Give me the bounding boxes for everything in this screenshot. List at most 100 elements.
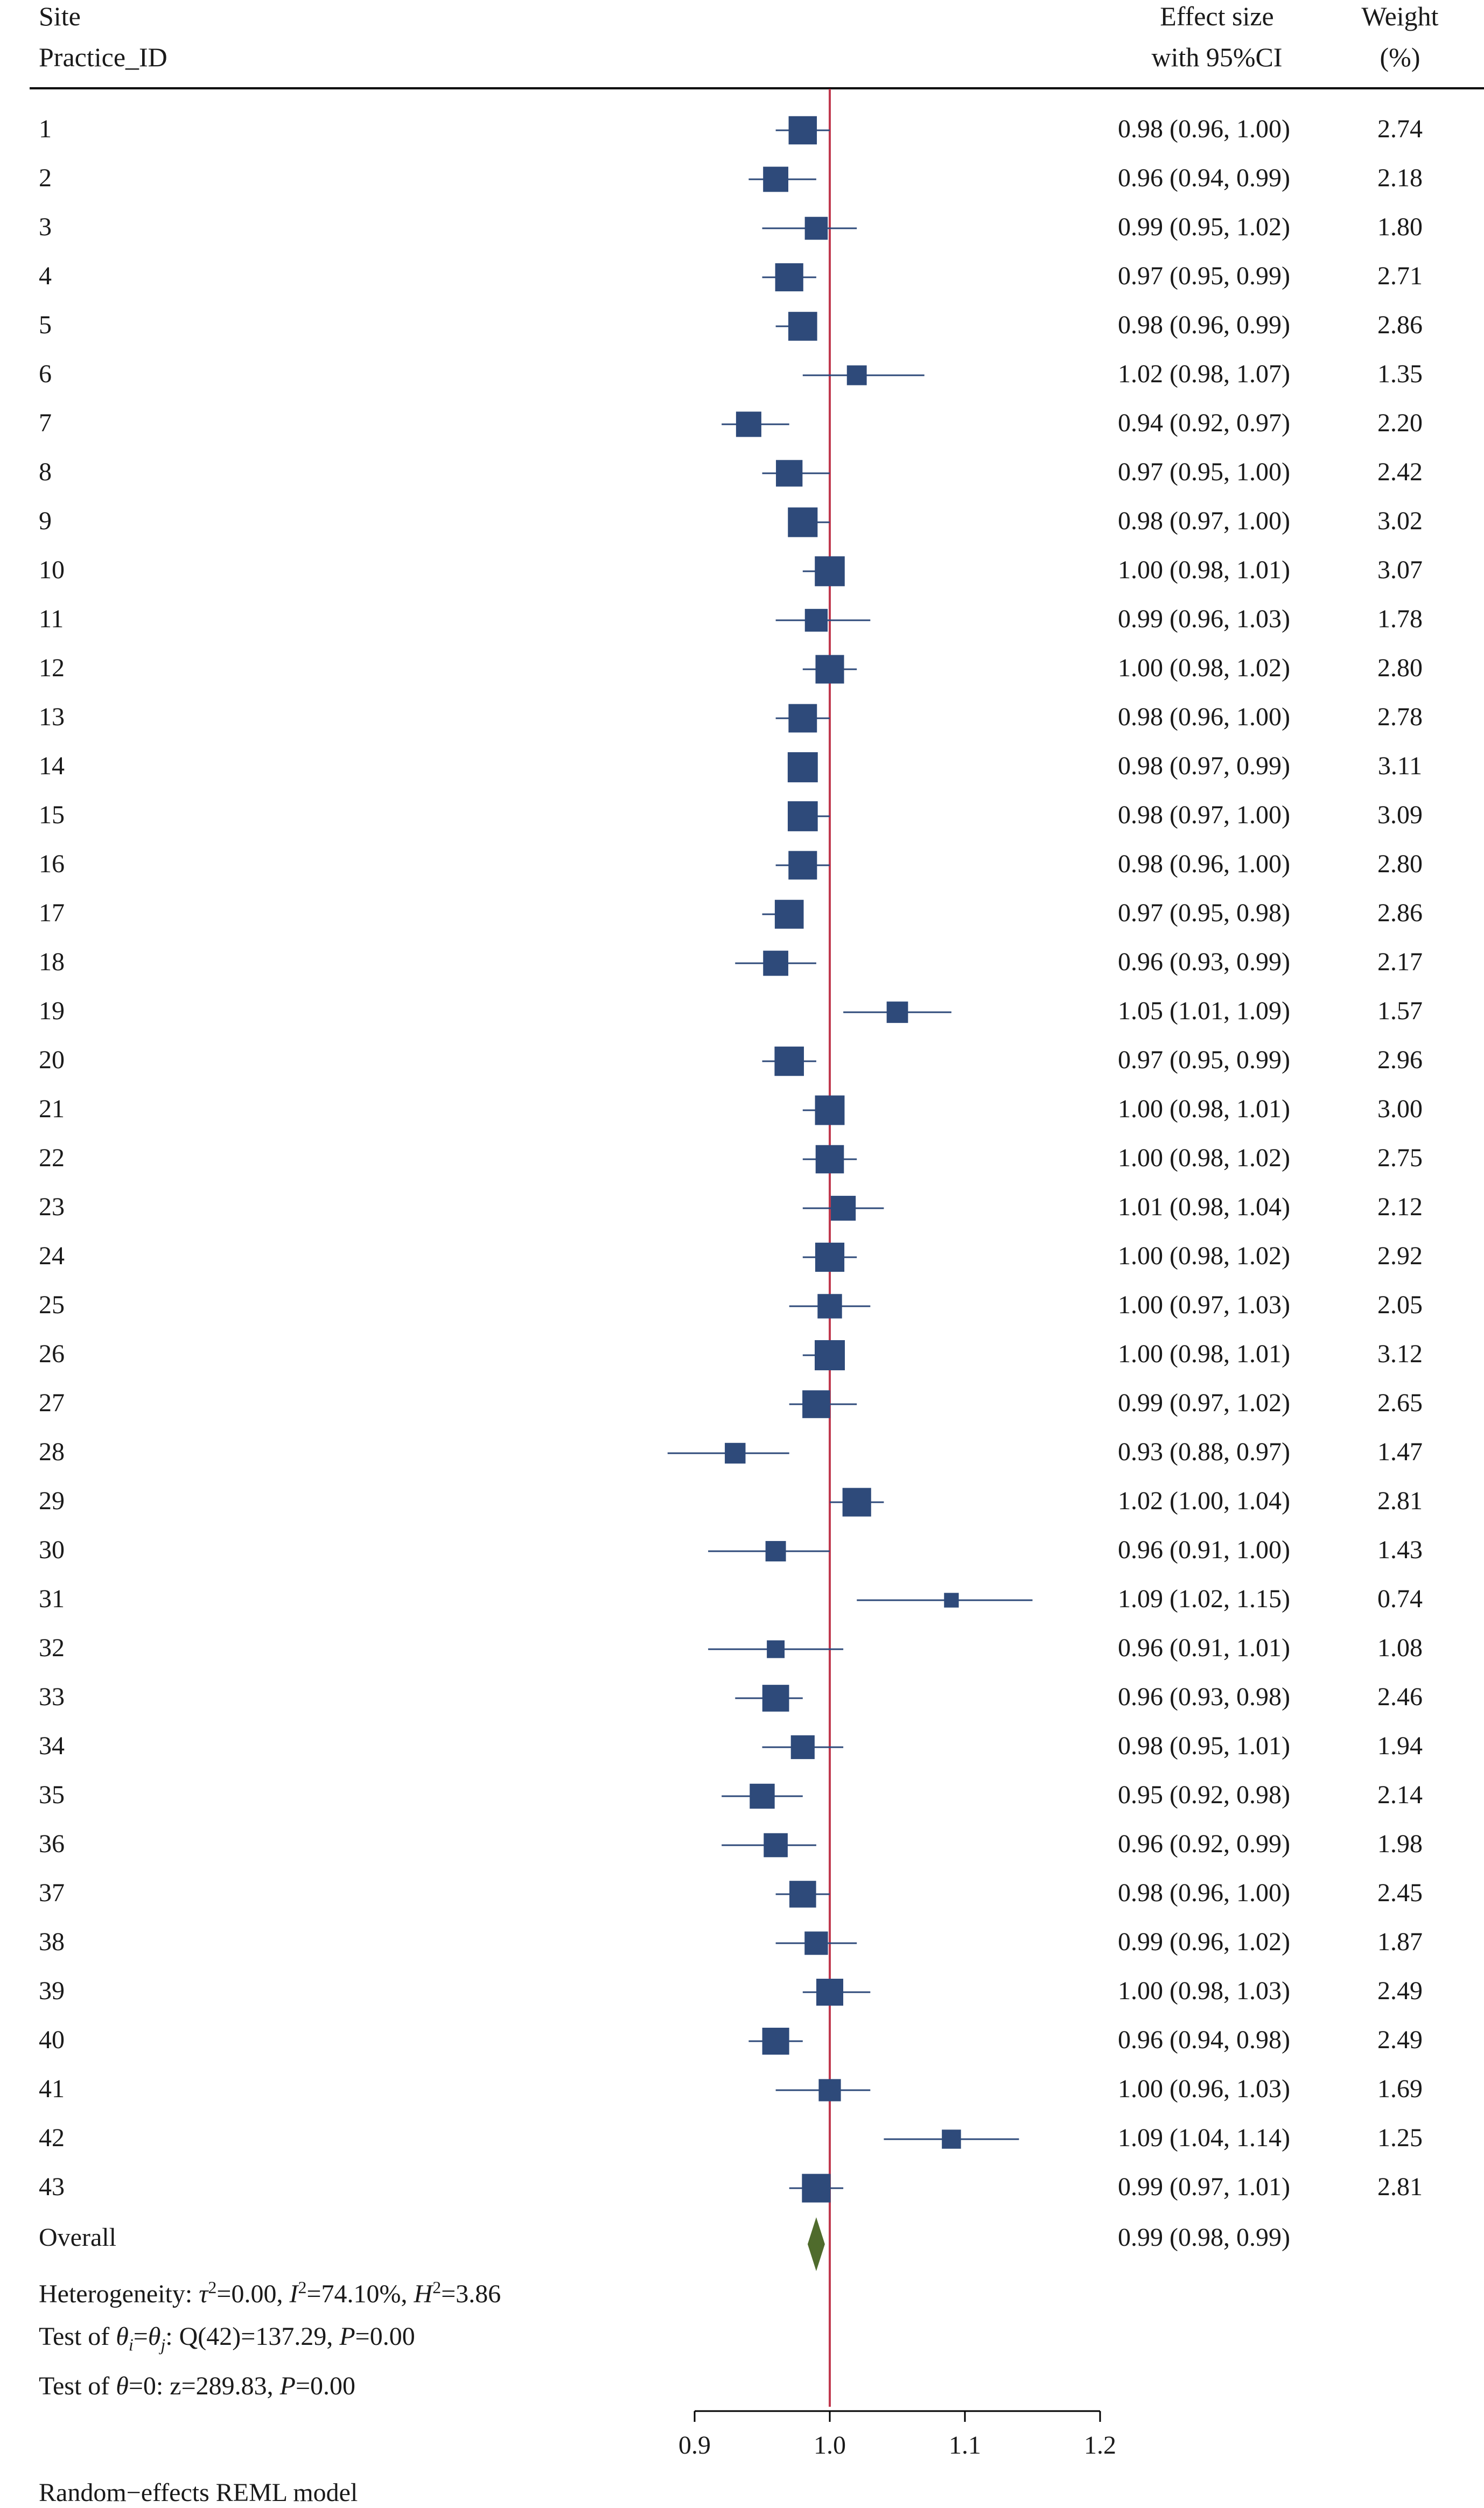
effect-marker-42: [942, 2129, 961, 2149]
weight-label-18: 2.17: [1377, 948, 1423, 976]
site-id-21: 21: [39, 1095, 65, 1123]
col-header-effect-size: Effect size: [1160, 1, 1274, 31]
effect-size-label-27: 0.99 (0.97, 1.02): [1118, 1389, 1290, 1417]
weight-label-13: 2.78: [1377, 703, 1423, 731]
site-id-32: 32: [39, 1634, 65, 1662]
site-id-20: 20: [39, 1046, 65, 1074]
effect-size-label-14: 0.98 (0.97, 0.99): [1118, 752, 1290, 780]
p-symbol: P: [339, 2322, 355, 2351]
weight-label-34: 1.94: [1377, 1732, 1423, 1760]
site-id-37: 37: [39, 1879, 65, 1907]
site-id-23: 23: [39, 1193, 65, 1221]
effect-marker-41: [818, 2079, 841, 2101]
weight-label-23: 2.12: [1377, 1193, 1423, 1221]
col-header-practice-id: Practice_ID: [39, 42, 167, 72]
tau-value: =0.00,: [216, 2280, 290, 2308]
effect-marker-34: [790, 1735, 815, 1760]
model-note: Random−effects REML model: [39, 2478, 358, 2507]
effect-size-label-31: 1.09 (1.02, 1.15): [1118, 1585, 1290, 1613]
effect-marker-26: [815, 1340, 845, 1370]
x-tick-label-0.9: 0.9: [678, 2431, 711, 2460]
site-id-38: 38: [39, 1928, 65, 1956]
weight-label-39: 2.49: [1377, 1977, 1423, 2005]
weight-label-7: 2.20: [1377, 409, 1423, 437]
i-value: =74.10%,: [306, 2280, 414, 2308]
effect-size-label-3: 0.99 (0.95, 1.02): [1118, 213, 1290, 241]
effect-size-label-28: 0.93 (0.88, 0.97): [1118, 1438, 1290, 1466]
site-id-40: 40: [39, 2026, 65, 2054]
weight-label-24: 2.92: [1377, 1242, 1423, 1270]
heterogeneity-note: Heterogeneity: τ2=0.00, I2=74.10%, H2=3.…: [39, 2272, 501, 2309]
effect-size-label-20: 0.97 (0.95, 0.99): [1118, 1046, 1290, 1074]
site-id-7: 7: [39, 409, 52, 437]
test-theta0-note: Test of θ=0: z=289.83, P=0.00: [39, 2371, 355, 2401]
p0-symbol: P: [279, 2372, 296, 2400]
effect-marker-36: [764, 1833, 788, 1858]
effect-marker-4: [775, 263, 803, 292]
site-id-2: 2: [39, 164, 52, 192]
x-tick-label-1.0: 1.0: [814, 2431, 846, 2460]
theta0-symbol: θ: [116, 2372, 129, 2400]
site-id-9: 9: [39, 507, 52, 535]
site-id-29: 29: [39, 1487, 65, 1515]
effect-marker-43: [802, 2174, 831, 2203]
effect-size-label-30: 0.96 (0.91, 1.00): [1118, 1536, 1290, 1564]
weight-label-19: 1.57: [1377, 997, 1423, 1025]
effect-size-label-42: 1.09 (1.04, 1.14): [1118, 2124, 1290, 2152]
site-id-16: 16: [39, 850, 65, 878]
h-symbol: H: [414, 2280, 433, 2308]
site-id-30: 30: [39, 1536, 65, 1564]
effect-size-label-19: 1.05 (1.01, 1.09): [1118, 997, 1290, 1025]
site-id-43: 43: [39, 2173, 65, 2201]
h-value: =3.86: [441, 2280, 501, 2308]
z-statistic: =0: z=289.83,: [128, 2372, 280, 2400]
weight-label-30: 1.43: [1377, 1536, 1423, 1564]
effect-size-label-32: 0.96 (0.91, 1.01): [1118, 1634, 1290, 1662]
weight-label-43: 2.81: [1377, 2173, 1423, 2201]
effect-size-label-26: 1.00 (0.98, 1.01): [1118, 1340, 1290, 1368]
weight-label-10: 3.07: [1377, 556, 1423, 584]
site-id-10: 10: [39, 556, 65, 584]
effect-marker-20: [774, 1046, 804, 1076]
effect-size-label-5: 0.98 (0.96, 0.99): [1118, 311, 1290, 339]
effect-marker-38: [804, 1931, 828, 1955]
test-prefix: Test of: [39, 2322, 116, 2351]
effect-marker-18: [763, 950, 788, 976]
p-value: =0.00: [355, 2322, 415, 2351]
tau-symbol: τ: [199, 2280, 208, 2308]
site-id-12: 12: [39, 654, 65, 682]
col-header-weight: Weight: [1361, 1, 1439, 31]
effect-marker-21: [815, 1095, 845, 1125]
effect-marker-13: [788, 704, 817, 733]
weight-label-11: 1.78: [1377, 605, 1423, 633]
site-id-1: 1: [39, 115, 52, 143]
weight-label-5: 2.86: [1377, 311, 1423, 339]
effect-size-label-6: 1.02 (0.98, 1.07): [1118, 360, 1290, 388]
effect-marker-31: [944, 1593, 959, 1608]
effect-size-label-41: 1.00 (0.96, 1.03): [1118, 2075, 1290, 2103]
site-id-14: 14: [39, 752, 65, 780]
effect-marker-40: [762, 2027, 789, 2055]
weight-label-33: 2.46: [1377, 1683, 1423, 1711]
site-id-35: 35: [39, 1781, 65, 1809]
weight-label-29: 2.81: [1377, 1487, 1423, 1515]
effect-marker-35: [750, 1783, 775, 1809]
site-id-33: 33: [39, 1683, 65, 1711]
site-id-31: 31: [39, 1585, 65, 1613]
weight-label-17: 2.86: [1377, 899, 1423, 927]
effect-size-label-13: 0.98 (0.96, 1.00): [1118, 703, 1290, 731]
weight-label-15: 3.09: [1377, 801, 1423, 829]
effect-size-label-37: 0.98 (0.96, 1.00): [1118, 1879, 1290, 1907]
site-id-24: 24: [39, 1242, 65, 1270]
weight-label-3: 1.80: [1377, 213, 1423, 241]
effect-marker-8: [776, 460, 803, 487]
site-id-25: 25: [39, 1291, 65, 1319]
h-sup: 2: [432, 2278, 442, 2297]
effect-marker-11: [804, 608, 828, 632]
effect-size-label-23: 1.01 (0.98, 1.04): [1118, 1193, 1290, 1221]
effect-size-label-25: 1.00 (0.97, 1.03): [1118, 1291, 1290, 1319]
site-id-4: 4: [39, 262, 52, 290]
weight-label-12: 2.80: [1377, 654, 1423, 682]
weight-label-25: 2.05: [1377, 1291, 1423, 1319]
